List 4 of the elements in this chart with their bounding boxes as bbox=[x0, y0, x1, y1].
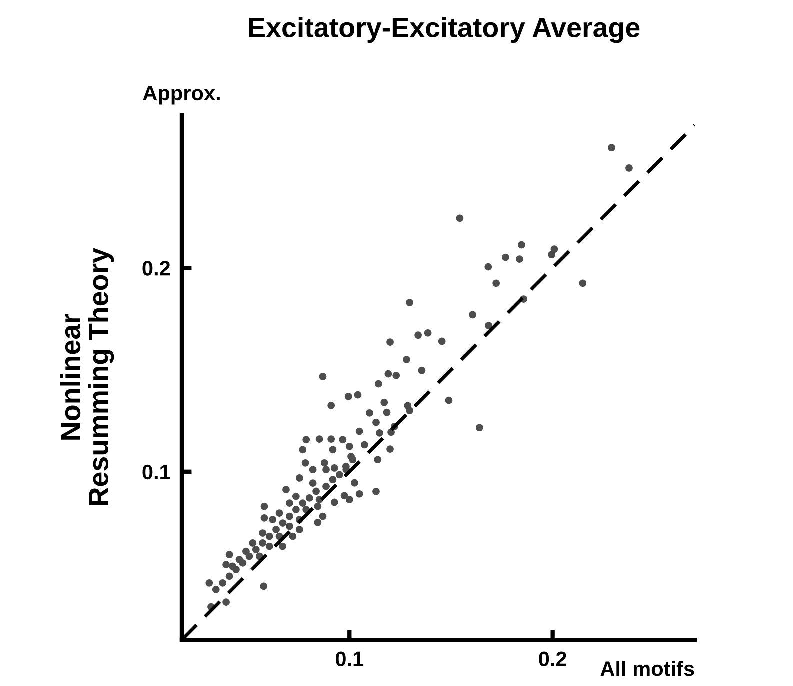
chart-title: Excitatory-Excitatory Average bbox=[249, 17, 640, 44]
text: Approx. bbox=[143, 86, 220, 105]
x-axis-title: All motifs bbox=[600, 661, 694, 676]
y-axis-title: Nonlinear Resumming Theory bbox=[60, 248, 114, 506]
